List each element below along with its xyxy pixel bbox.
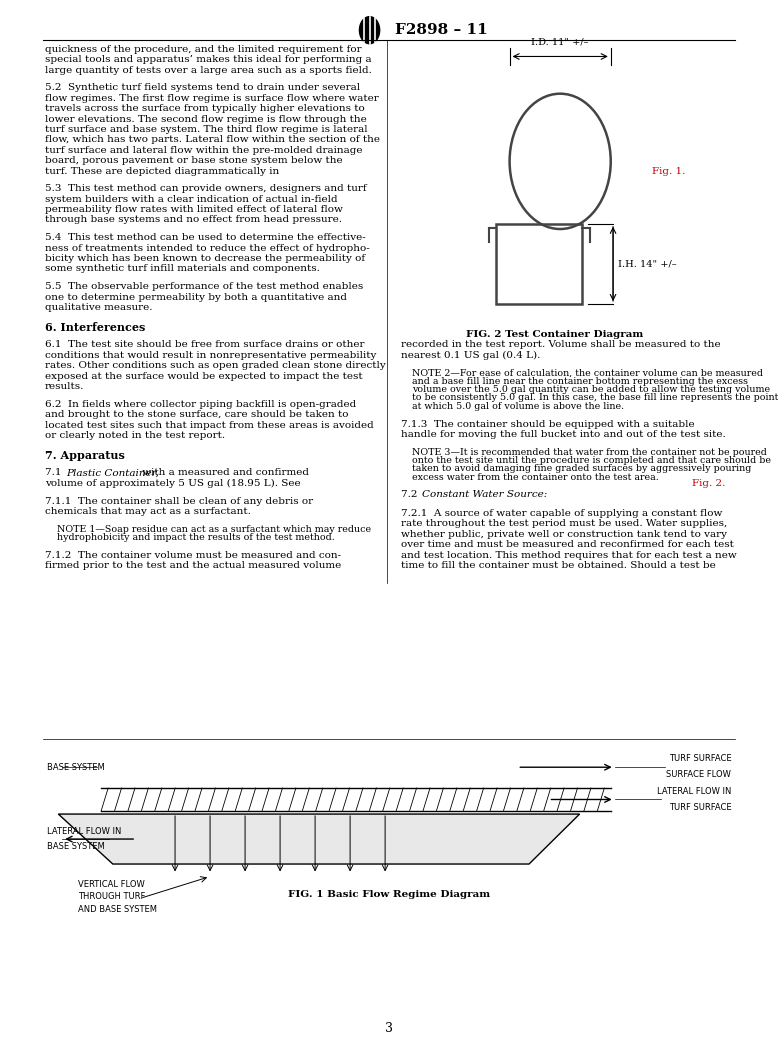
Text: rates. Other conditions such as open graded clean stone directly: rates. Other conditions such as open gra…	[45, 361, 386, 371]
Text: turf surface and lateral flow within the pre-molded drainage: turf surface and lateral flow within the…	[45, 146, 363, 155]
Text: time to fill the container must be obtained. Should a test be: time to fill the container must be obtai…	[401, 561, 716, 570]
Text: one to determine permeability by both a quantitative and: one to determine permeability by both a …	[45, 293, 347, 302]
Text: 7.1.3  The container should be equipped with a suitable: 7.1.3 The container should be equipped w…	[401, 420, 694, 429]
Text: some synthetic turf infill materials and components.: some synthetic turf infill materials and…	[45, 264, 320, 274]
Text: board, porous pavement or base stone system below the: board, porous pavement or base stone sys…	[45, 156, 343, 166]
Text: 7. Apparatus: 7. Apparatus	[45, 450, 125, 461]
Bar	[496, 224, 582, 304]
Text: VERTICAL FLOW: VERTICAL FLOW	[78, 880, 145, 889]
Text: BASE SYSTEM: BASE SYSTEM	[47, 763, 104, 771]
Text: exposed at the surface would be expected to impact the test: exposed at the surface would be expected…	[45, 372, 363, 381]
Text: results.: results.	[45, 382, 85, 391]
Text: Fig. 1.: Fig. 1.	[652, 167, 685, 176]
Text: NOTE 1—Soap residue can act as a surfactant which may reduce: NOTE 1—Soap residue can act as a surfact…	[57, 525, 371, 534]
Text: 5.2  Synthetic turf field systems tend to drain under several: 5.2 Synthetic turf field systems tend to…	[45, 83, 360, 93]
Text: 7.1.1  The container shall be clean of any debris or: 7.1.1 The container shall be clean of an…	[45, 497, 314, 506]
Text: 7.1: 7.1	[45, 468, 68, 478]
Text: NOTE 3—It is recommended that water from the container not be poured: NOTE 3—It is recommended that water from…	[412, 448, 767, 457]
Text: I.D. 11" +/–: I.D. 11" +/–	[531, 37, 589, 46]
Text: and a base fill line near the container bottom representing the excess: and a base fill line near the container …	[412, 377, 748, 386]
Text: bicity which has been known to decrease the permeability of: bicity which has been known to decrease …	[45, 254, 365, 263]
Text: travels across the surface from typically higher elevations to: travels across the surface from typicall…	[45, 104, 365, 113]
Text: Plastic Container,: Plastic Container,	[66, 468, 159, 478]
Text: TURF SURFACE: TURF SURFACE	[669, 803, 731, 812]
Text: Constant Water Source:: Constant Water Source:	[422, 490, 547, 500]
Text: FIG. 2 Test Container Diagram: FIG. 2 Test Container Diagram	[466, 330, 643, 339]
Text: THROUGH TURF: THROUGH TURF	[78, 892, 145, 902]
Text: flow, which has two parts. Lateral flow within the section of the: flow, which has two parts. Lateral flow …	[45, 135, 380, 145]
Text: F2898 – 11: F2898 – 11	[395, 23, 488, 37]
Text: FIG. 1 Basic Flow Regime Diagram: FIG. 1 Basic Flow Regime Diagram	[288, 890, 490, 899]
Text: to be consistently 5.0 gal. In this case, the base fill line represents the poin: to be consistently 5.0 gal. In this case…	[412, 393, 778, 403]
Text: large quantity of tests over a large area such as a sports field.: large quantity of tests over a large are…	[45, 66, 372, 75]
Text: conditions that would result in nonrepresentative permeability: conditions that would result in nonrepre…	[45, 351, 377, 360]
Text: through base systems and no effect from head pressure.: through base systems and no effect from …	[45, 215, 342, 225]
Text: 6. Interferences: 6. Interferences	[45, 322, 145, 333]
Text: 5.4  This test method can be used to determine the effective-: 5.4 This test method can be used to dete…	[45, 233, 366, 243]
Text: 7.1.2  The container volume must be measured and con-: 7.1.2 The container volume must be measu…	[45, 551, 342, 560]
Text: volume of approximately 5 US gal (18.95 L). See: volume of approximately 5 US gal (18.95 …	[45, 479, 304, 488]
Text: turf. These are depicted diagrammatically in: turf. These are depicted diagrammaticall…	[45, 167, 282, 176]
Text: 6.1  The test site should be free from surface drains or other: 6.1 The test site should be free from su…	[45, 340, 365, 350]
Text: LATERAL FLOW IN: LATERAL FLOW IN	[47, 827, 121, 836]
Text: rate throughout the test period must be used. Water supplies,: rate throughout the test period must be …	[401, 519, 727, 529]
Text: 3: 3	[385, 1022, 393, 1035]
Text: 7.2: 7.2	[401, 490, 424, 500]
Text: lower elevations. The second flow regime is flow through the: lower elevations. The second flow regime…	[45, 115, 367, 124]
Text: system builders with a clear indication of actual in-field: system builders with a clear indication …	[45, 195, 338, 204]
Text: NOTE 2—For ease of calculation, the container volume can be measured: NOTE 2—For ease of calculation, the cont…	[412, 369, 763, 378]
Text: flow regimes. The first flow regime is surface flow where water: flow regimes. The first flow regime is s…	[45, 94, 379, 103]
Text: and test location. This method requires that for each test a new: and test location. This method requires …	[401, 551, 737, 560]
Text: ness of treatments intended to reduce the effect of hydropho-: ness of treatments intended to reduce th…	[45, 244, 370, 253]
Text: 6.2  In fields where collector piping backfill is open-graded: 6.2 In fields where collector piping bac…	[45, 400, 356, 409]
Text: and brought to the stone surface, care should be taken to: and brought to the stone surface, care s…	[45, 410, 349, 420]
Text: quickness of the procedure, and the limited requirement for: quickness of the procedure, and the limi…	[45, 45, 362, 54]
Text: handle for moving the full bucket into and out of the test site.: handle for moving the full bucket into a…	[401, 430, 725, 439]
Text: whether public, private well or construction tank tend to vary: whether public, private well or construc…	[401, 530, 727, 539]
Text: I.H. 14" +/–: I.H. 14" +/–	[618, 259, 676, 269]
Text: with a measured and confirmed: with a measured and confirmed	[139, 468, 310, 478]
Text: at which 5.0 gal of volume is above the line.: at which 5.0 gal of volume is above the …	[412, 402, 625, 411]
Text: hydrophobicity and impact the results of the test method.: hydrophobicity and impact the results of…	[57, 533, 335, 542]
Polygon shape	[58, 814, 580, 864]
Text: AND BASE SYSTEM: AND BASE SYSTEM	[78, 905, 157, 914]
Text: firmed prior to the test and the actual measured volume: firmed prior to the test and the actual …	[45, 561, 342, 570]
Text: qualitative measure.: qualitative measure.	[45, 303, 152, 312]
Text: turf surface and base system. The third flow regime is lateral: turf surface and base system. The third …	[45, 125, 368, 134]
Text: recorded in the test report. Volume shall be measured to the: recorded in the test report. Volume shal…	[401, 340, 720, 350]
Text: taken to avoid damaging fine graded surfaces by aggressively pouring: taken to avoid damaging fine graded surf…	[412, 464, 752, 474]
Text: TURF SURFACE: TURF SURFACE	[669, 754, 731, 763]
Text: or clearly noted in the test report.: or clearly noted in the test report.	[45, 431, 226, 440]
Text: chemicals that may act as a surfactant.: chemicals that may act as a surfactant.	[45, 507, 251, 516]
Text: 5.5  The observable performance of the test method enables: 5.5 The observable performance of the te…	[45, 282, 363, 291]
Text: over time and must be measured and reconfirmed for each test: over time and must be measured and recon…	[401, 540, 734, 550]
Text: LATERAL FLOW IN: LATERAL FLOW IN	[657, 787, 731, 796]
Text: 7.2.1  A source of water capable of supplying a constant flow: 7.2.1 A source of water capable of suppl…	[401, 509, 722, 518]
Text: 5.3  This test method can provide owners, designers and turf: 5.3 This test method can provide owners,…	[45, 184, 366, 194]
Text: Fig. 2.: Fig. 2.	[692, 479, 725, 488]
Text: excess water from the container onto the test area.: excess water from the container onto the…	[412, 473, 659, 482]
Text: nearest 0.1 US gal (0.4 L).: nearest 0.1 US gal (0.4 L).	[401, 351, 540, 360]
Text: onto the test site until the procedure is completed and that care should be: onto the test site until the procedure i…	[412, 456, 771, 465]
Text: located test sites such that impact from these areas is avoided: located test sites such that impact from…	[45, 421, 374, 430]
Text: BASE SYSTEM: BASE SYSTEM	[47, 842, 104, 852]
Circle shape	[359, 17, 380, 44]
Text: permeability flow rates with limited effect of lateral flow: permeability flow rates with limited eff…	[45, 205, 343, 214]
Text: SURFACE FLOW: SURFACE FLOW	[667, 770, 731, 780]
Text: volume over the 5.0 gal quantity can be added to allow the testing volume: volume over the 5.0 gal quantity can be …	[412, 385, 770, 395]
Text: special tools and apparatus’ makes this ideal for performing a: special tools and apparatus’ makes this …	[45, 55, 372, 65]
